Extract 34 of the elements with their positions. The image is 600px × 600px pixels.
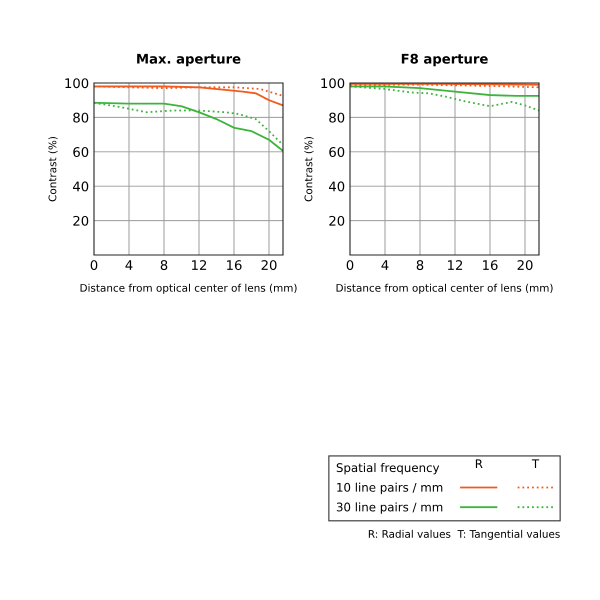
y-axis-title: Contrast (%) — [48, 136, 58, 202]
y-tick-label: 20 — [329, 216, 344, 226]
text: R — [476, 459, 483, 468]
x-tick-label: 0 — [346, 260, 354, 270]
x-tick-label: 16 — [227, 260, 242, 270]
x-tick-label: 12 — [448, 260, 462, 270]
chart-title: Max. aperture — [137, 54, 240, 66]
x-tick-label: 0 — [90, 260, 98, 270]
x-tick-label: 12 — [192, 260, 206, 270]
text: T — [532, 459, 540, 468]
y-tick-label: 20 — [73, 216, 88, 226]
legend-label: 10 line pairs / mm — [337, 482, 442, 494]
x-tick-label: 20 — [262, 260, 277, 270]
y-tick-label: 100 — [321, 78, 344, 88]
x-tick-label: 20 — [518, 260, 533, 270]
legend-label: 30 line pairs / mm — [336, 502, 442, 514]
x-tick-label: 8 — [416, 260, 424, 270]
x-tick-label: 8 — [160, 260, 168, 270]
chart-title: F8 aperture — [402, 54, 488, 66]
legend-title: Spatial frequency — [336, 462, 440, 474]
y-tick-label: 80 — [329, 112, 344, 123]
x-axis-title: Distance from optical center of lens (mm) — [80, 284, 297, 294]
y-axis-title: Contrast (%) — [304, 136, 314, 202]
x-tick-label: 16 — [483, 260, 498, 270]
y-tick-label: 40 — [72, 181, 88, 192]
y-tick-label: 40 — [328, 181, 344, 192]
x-tick-label: 4 — [125, 260, 132, 270]
x-axis-title: Distance from optical center of lens (mm) — [336, 284, 553, 294]
y-tick-label: 100 — [65, 78, 88, 88]
y-tick-label: 80 — [73, 112, 88, 123]
y-tick-label: 60 — [329, 147, 344, 157]
text: R: Radial values T: Tangential values — [368, 530, 560, 540]
y-tick-label: 60 — [73, 147, 88, 157]
x-tick-label: 4 — [381, 260, 388, 270]
